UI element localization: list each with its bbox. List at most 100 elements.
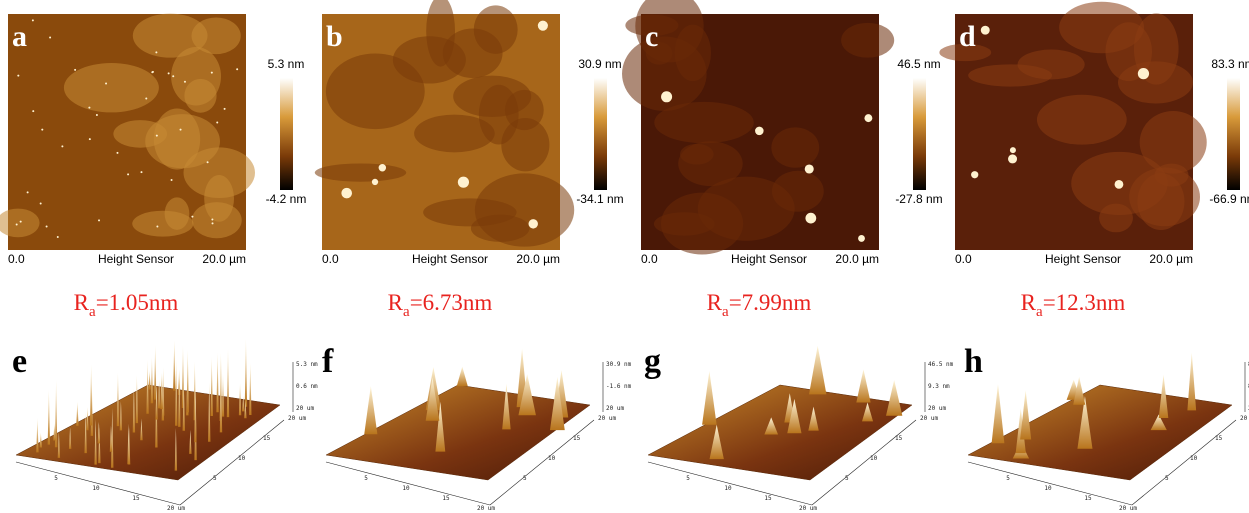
x-start: 0.0 — [322, 252, 339, 266]
particle — [457, 176, 470, 188]
particle — [170, 178, 173, 181]
particle — [105, 82, 108, 85]
z-tick-label: 0.6 nm — [296, 383, 318, 390]
particle — [980, 25, 990, 35]
spike — [549, 377, 565, 431]
color-bar-max: 5.3 nm — [268, 57, 305, 71]
y-axis — [1131, 419, 1237, 506]
particle — [167, 72, 170, 75]
particle — [371, 178, 379, 186]
spike — [1150, 414, 1167, 431]
texture-patch — [191, 17, 241, 55]
spike — [244, 400, 247, 419]
surface-3d — [967, 352, 1233, 481]
spike — [186, 349, 189, 413]
texture-patch — [841, 22, 895, 58]
particle — [26, 191, 29, 194]
spike — [1015, 408, 1026, 454]
spike — [175, 359, 178, 426]
particle — [88, 138, 91, 141]
particle — [56, 235, 59, 238]
particle — [805, 212, 817, 224]
symbol: R — [707, 290, 723, 315]
particle — [206, 161, 209, 164]
particle — [179, 128, 182, 131]
x-tick-label: 20 um — [799, 505, 817, 512]
afm-image — [622, 0, 895, 255]
spike — [84, 411, 87, 454]
particle — [211, 222, 214, 225]
spike — [135, 375, 139, 424]
panel-label: b — [326, 20, 343, 53]
color-bar — [913, 78, 926, 190]
afm-image — [314, 0, 575, 250]
particle — [140, 171, 143, 174]
x-end: 20.0 µm — [1149, 252, 1193, 266]
y-tick-label: 20 um — [598, 415, 616, 422]
x-tick-label: 15 — [764, 495, 772, 502]
spike — [36, 417, 39, 453]
subscript: a — [403, 304, 410, 320]
spike — [94, 418, 97, 465]
spike — [219, 369, 223, 433]
y-tick-label: 15 — [1215, 435, 1223, 442]
y-tick-label: 10 — [548, 455, 556, 462]
texture-patch — [654, 101, 754, 144]
texture-patch — [470, 214, 530, 242]
spike — [132, 387, 136, 433]
x-title: Height Sensor — [731, 252, 807, 266]
particle — [61, 145, 64, 148]
x-end: 20.0 µm — [516, 252, 560, 266]
spike — [1020, 390, 1032, 440]
color-bar — [594, 78, 607, 190]
color-bar — [280, 78, 293, 190]
roughness-label: Ra=7.99nm — [707, 290, 812, 320]
texture-patch — [392, 36, 466, 84]
x-tick-label: 10 — [1044, 485, 1052, 492]
spike — [244, 338, 248, 407]
z-tick-label: 30.9 nm — [606, 361, 632, 368]
spike — [161, 375, 165, 421]
spike — [208, 381, 211, 442]
spike — [116, 372, 120, 427]
particle — [1137, 68, 1150, 80]
y-axis — [811, 419, 917, 506]
spike — [861, 402, 874, 422]
spike — [154, 345, 157, 400]
surface-3d — [15, 338, 281, 481]
texture-patch — [1036, 94, 1127, 145]
spike — [160, 372, 163, 410]
texture-patch — [697, 176, 795, 241]
y-tick-label: 10 — [870, 455, 878, 462]
panel-label: e — [12, 343, 27, 380]
texture-patch — [184, 78, 217, 113]
spike — [68, 427, 72, 449]
spike — [456, 366, 468, 387]
spike — [1187, 352, 1197, 411]
y-tick-label: 5 — [523, 475, 527, 482]
y-tick-label: 5 — [1165, 475, 1169, 482]
spike — [364, 386, 378, 435]
subscript: a — [722, 304, 729, 320]
particle — [127, 173, 130, 176]
particle — [88, 106, 91, 109]
panel-label: g — [644, 343, 661, 380]
y-tick-label: 5 — [845, 475, 849, 482]
spike — [178, 370, 181, 427]
spike — [174, 428, 178, 471]
particle — [116, 151, 119, 154]
x-tick-label: 10 — [724, 485, 732, 492]
spike — [242, 395, 245, 412]
spike — [435, 401, 446, 452]
x-tick-label: 15 — [132, 495, 140, 502]
particle — [31, 19, 34, 22]
surface — [647, 384, 913, 481]
texture-patch — [473, 5, 518, 54]
texture-patch — [191, 202, 242, 239]
panel-label: c — [645, 20, 658, 53]
x-tick-label: 5 — [364, 475, 368, 482]
x-start: 0.0 — [641, 252, 658, 266]
particle — [378, 164, 387, 172]
spike — [702, 370, 717, 425]
